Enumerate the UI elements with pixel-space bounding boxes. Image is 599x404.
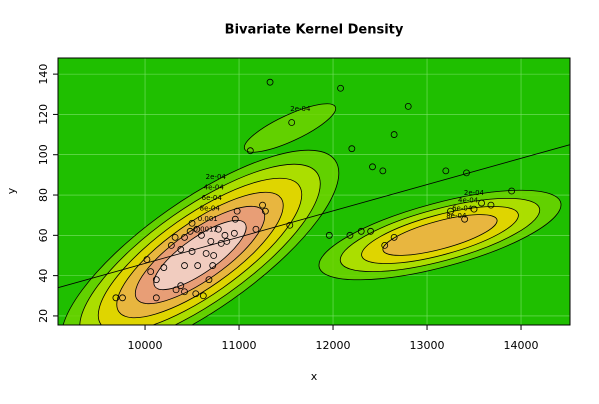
data-point [286, 221, 294, 229]
data-point [367, 227, 375, 235]
contour-label: 6e-04 [452, 204, 473, 212]
y-tick-label: 120 [37, 104, 50, 125]
data-point [266, 78, 274, 86]
data-point [210, 252, 218, 259]
fit-line [58, 144, 570, 289]
data-point [152, 294, 160, 302]
data-point [171, 233, 179, 241]
x-tick-label: 10000 [128, 339, 163, 352]
data-point [246, 147, 254, 155]
contour-label: 0.0012 [193, 226, 218, 234]
data-point [199, 292, 207, 300]
contour-label: 0.001 [198, 215, 218, 223]
contour-label: 2e-04 [464, 189, 485, 197]
data-point [207, 237, 215, 245]
data-point [167, 242, 175, 249]
data-point [181, 233, 188, 241]
data-point [181, 262, 188, 269]
x-tick-label: 11000 [222, 339, 257, 352]
data-point [461, 215, 469, 223]
data-point [188, 248, 196, 255]
x-tick-label: 13000 [410, 339, 445, 352]
data-point [177, 246, 185, 253]
data-point [478, 199, 485, 207]
data-point [337, 84, 344, 92]
contour-label: 2e-04 [290, 105, 311, 113]
data-point [152, 276, 160, 284]
plot-layer: 2e-044e-046e-048e-040.0010.00122e-044e-0… [58, 58, 570, 325]
data-point [177, 282, 185, 290]
data-point [463, 169, 470, 177]
data-point [192, 290, 200, 298]
data-point [346, 231, 354, 239]
data-point [188, 219, 196, 227]
data-point [233, 207, 241, 215]
contour-label: 4e-04 [458, 197, 479, 205]
data-point [112, 294, 120, 302]
data-point [390, 233, 398, 241]
density-contour [382, 214, 498, 256]
data-point [160, 264, 168, 271]
plot-frame [57, 57, 571, 326]
data-point [198, 231, 205, 239]
data-point [231, 215, 239, 223]
data-point [390, 131, 398, 138]
data-point [379, 167, 387, 175]
data-point [143, 256, 151, 263]
contour-label: 8e-04 [446, 212, 467, 220]
data-point [470, 205, 478, 213]
data-point [357, 227, 365, 235]
data-point [172, 286, 180, 294]
y-tick-label: 60 [37, 228, 50, 242]
data-point [209, 262, 217, 269]
data-point [261, 207, 269, 215]
contour-label: 4e-04 [204, 183, 225, 191]
data-point [487, 201, 495, 209]
chart-title: Bivariate Kernel Density [225, 23, 404, 38]
data-point [205, 276, 213, 284]
data-point [147, 268, 155, 276]
y-axis-label: y [5, 187, 18, 194]
data-point [369, 163, 376, 171]
data-point [288, 119, 296, 126]
x-tick-label: 14000 [504, 339, 539, 352]
data-point [447, 207, 454, 215]
x-axis-label: x [311, 370, 318, 383]
x-tick-label: 12000 [316, 339, 351, 352]
y-tick-label: 40 [37, 269, 50, 283]
data-point [325, 231, 333, 239]
data-point [381, 242, 389, 249]
data-point [252, 225, 260, 233]
y-tick-label: 140 [37, 64, 50, 85]
data-point [221, 231, 229, 239]
contour-label: 6e-04 [202, 194, 223, 202]
data-point [442, 167, 450, 175]
data-point [404, 102, 412, 110]
contour-label: 8e-04 [200, 205, 221, 213]
data-point [348, 145, 356, 153]
data-point [193, 225, 201, 233]
data-point [508, 187, 516, 195]
data-point [214, 225, 222, 233]
data-point [230, 229, 238, 237]
data-point [186, 227, 194, 235]
y-tick-label: 20 [37, 309, 50, 323]
data-point [259, 201, 266, 209]
y-tick-label: 80 [37, 188, 50, 202]
data-point [217, 239, 225, 247]
data-point [202, 250, 210, 257]
contour-label: 2e-04 [206, 173, 227, 181]
data-point [181, 288, 188, 296]
y-tick-label: 100 [37, 144, 50, 165]
data-point [194, 262, 202, 269]
density-contour [243, 103, 337, 153]
data-point [119, 294, 126, 302]
